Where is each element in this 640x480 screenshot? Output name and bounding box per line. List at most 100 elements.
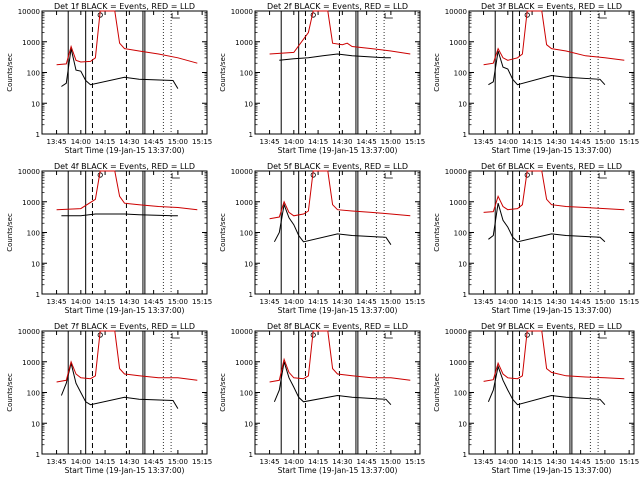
annotation-bracket [598, 13, 607, 19]
y-axis-label: Counts/sec [6, 213, 14, 252]
x-tick-label: 15:00 [595, 298, 615, 306]
x-tick-label: 14:15 [308, 298, 328, 306]
y-tick-label: 1 [463, 451, 467, 459]
x-tick-label: 14:00 [498, 458, 518, 466]
x-tick-label: 14:30 [119, 458, 139, 466]
detector-panel-7: Det 7f BLACK = Events, RED = LLD 1 10 100 10… [6, 322, 212, 475]
y-axis-label: Counts/sec [433, 53, 441, 92]
x-tick-label: 14:30 [119, 298, 139, 306]
x-tick-label: 15:00 [595, 458, 615, 466]
y-tick-label: 10000 [445, 328, 467, 336]
series-line-events [273, 202, 392, 245]
detector-panel-1: Det 1f BLACK = Events, RED = LLD 1 10 100 10… [6, 2, 212, 155]
y-tick-label: 10 [31, 100, 40, 108]
x-tick-label: 15:00 [168, 458, 188, 466]
x-tick-label: 15:00 [381, 458, 401, 466]
y-tick-label: 1000 [449, 199, 467, 207]
detector-panel-9: Det 9f BLACK = Events, RED = LLD 1 10 100 10… [433, 322, 639, 475]
plot-frame [41, 330, 208, 455]
y-axis-label: Counts/sec [433, 213, 441, 252]
x-tick-label: 15:15 [619, 298, 639, 306]
panel-title: Det 3f BLACK = Events, RED = LLD [481, 2, 622, 11]
x-tick-label: 14:00 [71, 138, 91, 146]
x-tick-label: 15:15 [405, 138, 425, 146]
detector-panel-5: Det 5f BLACK = Events, RED = LLD 1 10 100 10… [219, 162, 425, 315]
y-tick-label: 10 [244, 100, 253, 108]
y-tick-label: 10000 [18, 168, 40, 176]
y-tick-label: 100 [240, 390, 253, 398]
x-tick-label: 14:30 [546, 138, 566, 146]
y-tick-label: 1000 [449, 39, 467, 47]
y-tick-label: 100 [27, 70, 40, 78]
x-tick-label: 14:00 [498, 298, 518, 306]
x-tick-label: 14:15 [95, 138, 115, 146]
x-tick-label: 14:45 [357, 458, 377, 466]
annotation-bracket [598, 173, 607, 179]
detector-panel-2: Det 2f BLACK = Events, RED = LLD 1 10 100 10… [219, 2, 425, 155]
y-tick-label: 1000 [22, 359, 40, 367]
x-tick-label: 14:00 [498, 138, 518, 146]
y-tick-label: 100 [454, 230, 467, 238]
y-tick-label: 1 [249, 291, 253, 299]
x-tick-label: 15:15 [192, 458, 212, 466]
annotation-bracket [171, 333, 180, 339]
series-line-events [61, 48, 179, 89]
y-axis-label: Counts/sec [6, 53, 14, 92]
y-axis-label: Counts/sec [219, 373, 227, 412]
detector-panel-3: Det 3f BLACK = Events, RED = LLD 1 10 100 10… [433, 2, 639, 155]
series-line-events [60, 363, 179, 409]
x-tick-label: 15:00 [381, 138, 401, 146]
x-tick-label: 14:30 [546, 298, 566, 306]
y-tick-label: 100 [454, 70, 467, 78]
plot-frame [254, 330, 421, 455]
series-line-events [61, 213, 178, 217]
series-line-lld [269, 330, 411, 383]
x-tick-label: 15:15 [619, 138, 639, 146]
y-axis-label: Counts/sec [6, 373, 14, 412]
series-line-lld [56, 10, 198, 66]
y-axis-label: Counts/sec [433, 373, 441, 412]
x-tick-label: 14:30 [332, 458, 352, 466]
y-tick-label: 10 [458, 100, 467, 108]
x-tick-label: 14:45 [144, 458, 164, 466]
x-tick-label: 14:30 [546, 458, 566, 466]
x-tick-label: 14:30 [332, 138, 352, 146]
annotation-bracket [171, 13, 180, 19]
series-line-lld [483, 330, 625, 382]
y-tick-label: 10 [244, 420, 253, 428]
x-tick-label: 15:00 [168, 138, 188, 146]
x-tick-label: 15:15 [619, 458, 639, 466]
y-tick-label: 100 [240, 70, 253, 78]
series-line-events [273, 361, 392, 406]
plot-frame [41, 10, 208, 135]
x-tick-label: 14:00 [71, 458, 91, 466]
x-tick-label: 14:00 [284, 138, 304, 146]
y-tick-label: 10000 [231, 168, 253, 176]
plot-frame [468, 10, 635, 135]
x-tick-label: 15:15 [192, 298, 212, 306]
y-tick-label: 1 [36, 131, 40, 139]
detector-panel-4: Det 4f BLACK = Events, RED = LLD 1 10 100 10… [6, 162, 212, 315]
x-axis-label: Start Time (19-Jan-15 13:37:00) [278, 466, 398, 475]
x-tick-label: 15:00 [381, 298, 401, 306]
series-line-events [488, 50, 606, 86]
y-tick-label: 10000 [445, 168, 467, 176]
x-tick-label: 14:15 [522, 298, 542, 306]
x-tick-label: 14:45 [571, 298, 591, 306]
x-axis-label: Start Time (19-Jan-15 13:37:00) [65, 146, 185, 155]
series-line-events [487, 364, 606, 406]
y-tick-label: 100 [27, 390, 40, 398]
x-tick-label: 14:15 [95, 298, 115, 306]
x-tick-label: 14:15 [522, 458, 542, 466]
y-tick-label: 10 [31, 260, 40, 268]
series-line-lld [483, 170, 625, 213]
series-line-events [279, 53, 391, 61]
x-tick-label: 14:30 [332, 298, 352, 306]
x-axis-label: Start Time (19-Jan-15 13:37:00) [278, 306, 398, 315]
x-tick-label: 13:45 [46, 298, 66, 306]
detector-panel-8: Det 8f BLACK = Events, RED = LLD 1 10 100 10… [219, 322, 425, 475]
panel-title: Det 7f BLACK = Events, RED = LLD [54, 322, 195, 331]
x-tick-label: 13:45 [46, 458, 66, 466]
x-tick-label: 14:45 [571, 458, 591, 466]
